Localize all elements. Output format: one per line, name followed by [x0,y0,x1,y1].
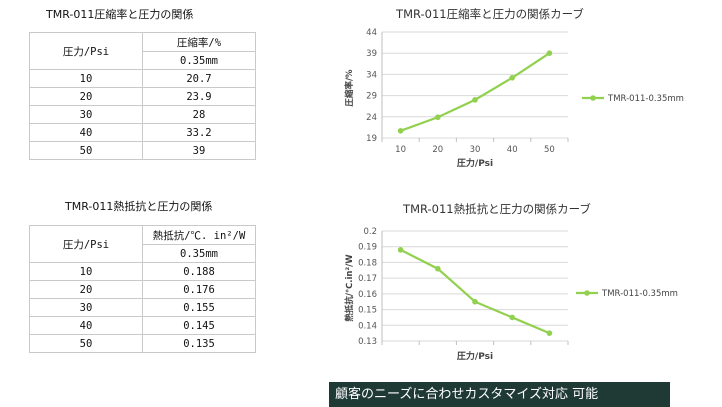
y-tick-label: 0.18 [358,258,377,268]
thermal-table: 圧力/Psi 熱抵抗/℃. in²/W 0.35mm 10 0.188 20 0.1… [29,225,256,353]
y-axis-label: 熱抵抗/℃.in²/W [344,254,355,322]
y-tick-label: 0.16 [358,290,377,300]
data-point [435,114,441,121]
y-tick-label: 24 [366,113,377,123]
y-tick-label: 0.17 [358,274,377,284]
x-tick-label: 50 [544,145,555,155]
data-point [509,314,515,321]
x-tick-label: 20 [432,145,443,155]
value-cell: 23.9 [142,87,256,106]
data-point [472,97,478,103]
table-row: 10 20.7 [29,69,256,88]
legend-marker [590,95,596,101]
table-row: 50 39 [29,141,256,160]
table-row: 30 0.155 [29,298,256,317]
data-point [472,298,478,305]
data-point [435,265,441,272]
data-point [397,247,404,253]
data-point [546,330,553,336]
x-tick-label: 40 [507,145,518,155]
table-row: 50 0.135 [29,334,256,353]
value-cell: 39 [142,141,256,160]
table-row: 10 0.188 [29,262,256,281]
pressure-cell: 50 [29,334,143,353]
y-tick-label: 34 [366,70,377,80]
data-point [509,74,515,81]
pressure-cell: 50 [29,141,143,160]
legend-label: TMR-011-0.35mm [607,94,684,104]
data-point [546,50,553,56]
x-axis-label: 圧力/Psi [457,157,493,169]
x-tick-label: 30 [470,145,481,155]
y-tick-label: 0.19 [358,243,377,253]
y-tick-label: 0.13 [358,337,377,347]
chart-title: TMR-011熱抵抗と圧力の関係カーブ [402,202,591,216]
table-row: 20 23.9 [29,87,256,106]
chart-title: TMR-011圧縮率と圧力の関係カーブ [395,7,584,21]
y-tick-label: 29 [366,92,377,102]
legend-marker [584,290,590,296]
table2-title: TMR-011熱抵抗と圧力の関係 [65,200,213,213]
pressure-header: 圧力/Psi [29,225,143,263]
y-tick-label: 0.14 [358,321,377,331]
y-tick-label: 44 [366,28,377,38]
pressure-header: 圧力/Psi [29,32,143,70]
value-cell: 20.7 [142,69,256,88]
table1-title: TMR-011圧縮率と圧力の関係 [46,8,194,21]
data-point [397,127,404,134]
customization-banner: 顧客のニーズに合わせカスタマイズ対応 可能 [329,382,670,407]
compression-table: 圧力/Psi 圧縮率/% 0.35mm 10 20.7 20 23.9 30 28 4… [29,32,256,160]
y-tick-label: 19 [366,134,377,144]
value-cell: 0.135 [142,334,256,353]
series-line [400,52,551,132]
legend-label: TMR-011-0.35mm [601,289,678,299]
y-tick-label: 39 [366,49,377,59]
y-tick-label: 0.15 [358,306,377,316]
x-tick-label: 10 [395,145,406,155]
x-axis-label: 圧力/Psi [457,350,493,362]
value-cell: 0.155 [142,298,256,317]
y-axis-label: 圧縮率/% [344,69,355,107]
y-tick-label: 0.2 [363,227,377,237]
